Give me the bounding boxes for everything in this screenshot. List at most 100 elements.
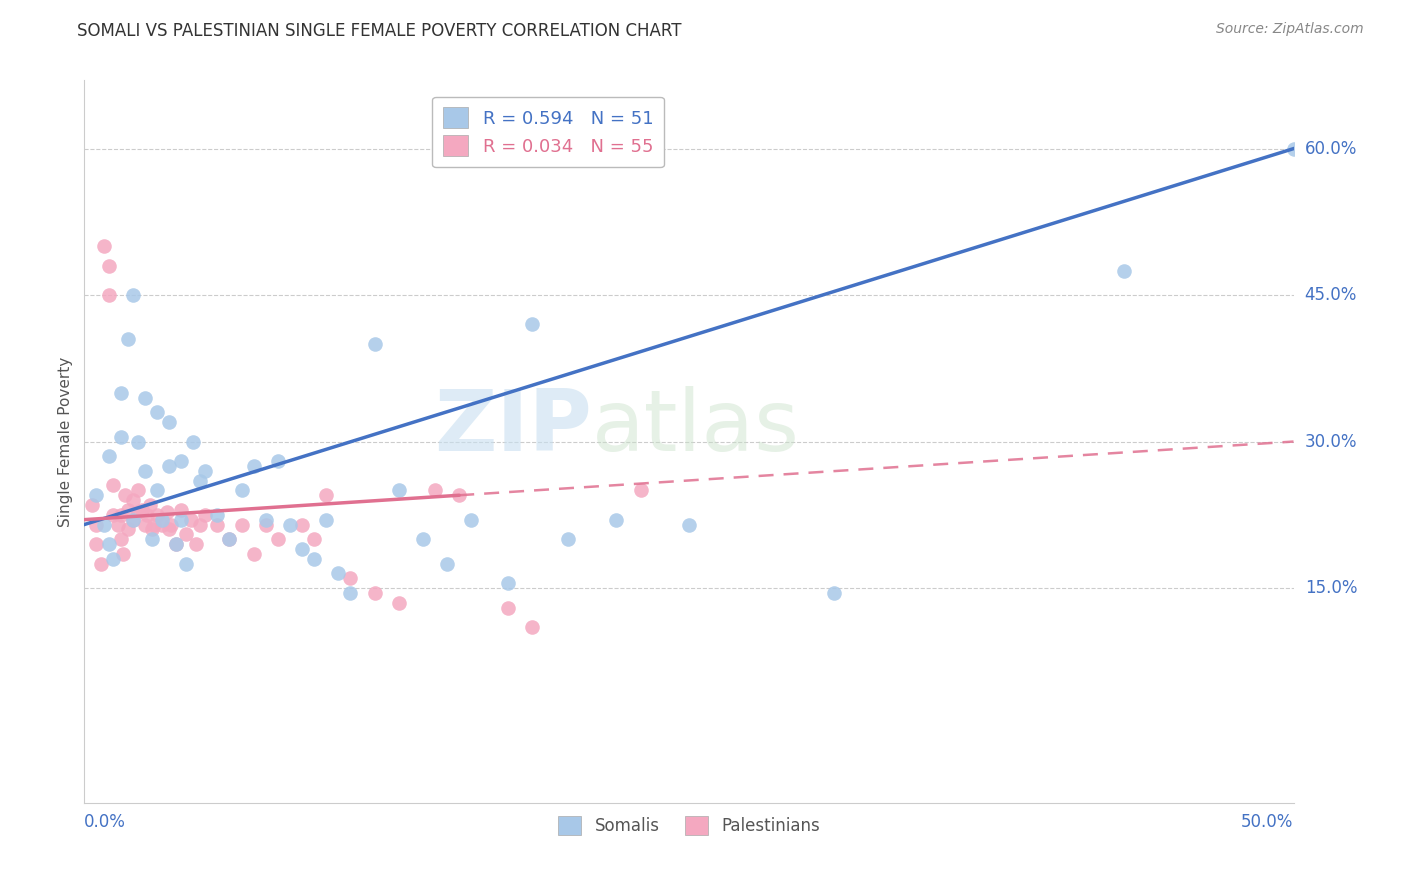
Point: [496, 600, 519, 615]
Point: [90, 557, 112, 571]
Point: [141, 523, 163, 537]
Legend: Somalis, Palestinians: Somalis, Palestinians: [551, 809, 827, 841]
Point: [165, 537, 187, 551]
Point: [146, 483, 169, 498]
Text: atlas: atlas: [592, 385, 800, 468]
Point: [157, 458, 180, 473]
Point: [107, 517, 129, 532]
Point: [170, 513, 193, 527]
Point: [117, 503, 139, 517]
Point: [127, 434, 149, 449]
Point: [136, 508, 159, 522]
Point: [449, 488, 471, 502]
Point: [112, 547, 135, 561]
Point: [823, 586, 845, 600]
Point: [170, 454, 193, 468]
Point: [218, 532, 240, 546]
Point: [146, 405, 169, 419]
Point: [194, 508, 217, 522]
Point: [110, 385, 132, 400]
Point: [138, 498, 160, 512]
Point: [80, 498, 103, 512]
Point: [231, 517, 253, 532]
Point: [242, 547, 264, 561]
Point: [339, 571, 361, 585]
Point: [170, 503, 193, 517]
Point: [254, 517, 277, 532]
Point: [150, 517, 173, 532]
Point: [242, 458, 264, 473]
Text: 60.0%: 60.0%: [1305, 140, 1357, 158]
Point: [117, 332, 139, 346]
Point: [328, 566, 350, 581]
Point: [86, 537, 108, 551]
Point: [267, 454, 290, 468]
Point: [520, 620, 543, 634]
Point: [97, 288, 120, 302]
Point: [278, 517, 301, 532]
Point: [134, 464, 156, 478]
Point: [1114, 263, 1136, 277]
Point: [157, 415, 180, 429]
Point: [218, 532, 240, 546]
Text: 45.0%: 45.0%: [1305, 286, 1357, 304]
Text: SOMALI VS PALESTINIAN SINGLE FEMALE POVERTY CORRELATION CHART: SOMALI VS PALESTINIAN SINGLE FEMALE POVE…: [77, 22, 682, 40]
Point: [93, 239, 115, 253]
Point: [86, 517, 108, 532]
Point: [110, 532, 132, 546]
Point: [184, 537, 207, 551]
Point: [678, 517, 700, 532]
Point: [181, 434, 204, 449]
Point: [146, 508, 169, 522]
Point: [165, 537, 187, 551]
Point: [388, 483, 411, 498]
Point: [121, 513, 143, 527]
Point: [141, 532, 163, 546]
Point: [134, 391, 156, 405]
Point: [315, 513, 337, 527]
Point: [134, 517, 156, 532]
Point: [231, 483, 253, 498]
Point: [103, 551, 125, 566]
Point: [291, 517, 314, 532]
Point: [254, 513, 277, 527]
Point: [363, 586, 385, 600]
Point: [121, 493, 143, 508]
Point: [174, 557, 197, 571]
Text: 30.0%: 30.0%: [1305, 433, 1357, 450]
Point: [190, 474, 212, 488]
Text: 0.0%: 0.0%: [84, 813, 127, 830]
Point: [174, 527, 197, 541]
Point: [207, 508, 229, 522]
Point: [436, 557, 458, 571]
Point: [97, 449, 120, 463]
Point: [315, 488, 337, 502]
Point: [93, 517, 115, 532]
Point: [557, 532, 579, 546]
Point: [302, 551, 325, 566]
Point: [190, 517, 212, 532]
Point: [97, 537, 120, 551]
Text: Source: ZipAtlas.com: Source: ZipAtlas.com: [1216, 22, 1364, 37]
Point: [127, 483, 149, 498]
Text: ZIP: ZIP: [434, 385, 592, 468]
Point: [194, 464, 217, 478]
Point: [110, 508, 132, 522]
Point: [291, 541, 314, 556]
Point: [302, 532, 325, 546]
Point: [388, 596, 411, 610]
Point: [157, 523, 180, 537]
Point: [103, 508, 125, 522]
Point: [605, 513, 627, 527]
Point: [155, 505, 177, 519]
Point: [143, 517, 166, 532]
Point: [339, 586, 361, 600]
Point: [520, 318, 543, 332]
Point: [121, 288, 143, 302]
Point: [127, 505, 149, 519]
Point: [121, 513, 143, 527]
Point: [110, 430, 132, 444]
Point: [180, 513, 202, 527]
Point: [117, 523, 139, 537]
Point: [1282, 142, 1305, 156]
